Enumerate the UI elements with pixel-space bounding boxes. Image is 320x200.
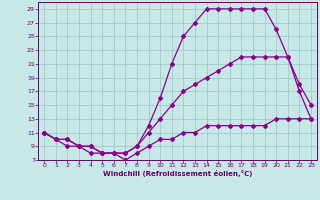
X-axis label: Windchill (Refroidissement éolien,°C): Windchill (Refroidissement éolien,°C) <box>103 170 252 177</box>
